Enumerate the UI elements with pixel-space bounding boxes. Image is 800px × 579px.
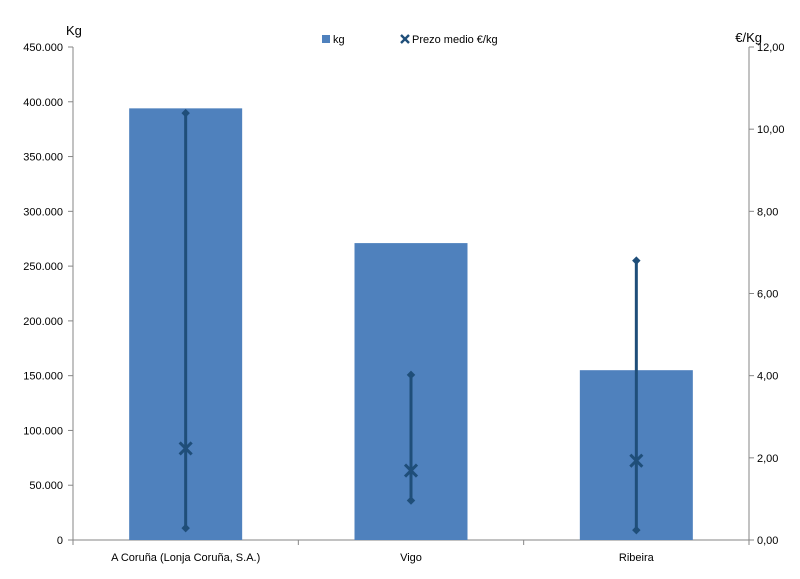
price-avg-marker	[178, 441, 193, 456]
price-max-marker	[181, 108, 190, 118]
price-min-marker	[406, 496, 416, 505]
x-tick-label: Ribeira	[619, 552, 655, 564]
y-left-tick-label: 450.000	[23, 42, 63, 54]
legend-kg-label: kg	[333, 34, 345, 46]
price-max-marker	[406, 370, 416, 380]
price-series	[178, 108, 644, 535]
y-left-tick-label: 200.000	[23, 316, 63, 328]
y-left-tick-label: 300.000	[23, 206, 63, 218]
y-left-tick-label: 150.000	[23, 371, 63, 383]
x-tick-label: A Coruña (Lonja Coruña, S.A.)	[111, 552, 260, 564]
price-max-marker	[632, 256, 641, 265]
y-right-tick-label: 0,00	[757, 535, 778, 547]
price-avg-marker	[403, 463, 419, 478]
price-avg-marker	[629, 453, 644, 468]
y-right-unit-label: €/Kg	[735, 30, 762, 45]
x-tick-label: Vigo	[400, 552, 422, 564]
y-left-unit-label: Kg	[66, 23, 82, 38]
legend-kg-swatch	[322, 35, 330, 43]
y-right-tick-label: 10,00	[757, 124, 785, 136]
y-left-tick-label: 0	[57, 535, 63, 547]
axes: 0 50.000 100.000 150.000 200.000 250.000 300.0…	[23, 42, 784, 564]
y-right-tick-label: 4,00	[757, 371, 778, 383]
y-left-tick-label: 250.000	[23, 261, 63, 273]
legend-price-label: Prezo medio €/kg	[412, 34, 498, 46]
legend-price-marker	[400, 34, 410, 44]
y-right-tick-label: 12,00	[757, 42, 785, 54]
y-left-tick-label: 100.000	[23, 425, 63, 437]
price-min-marker	[632, 525, 641, 535]
y-left-tick-label: 400.000	[23, 97, 63, 109]
y-right-tick-label: 6,00	[757, 289, 778, 301]
y-left-tick-label: 350.000	[23, 152, 63, 164]
y-right-tick-label: 2,00	[757, 453, 778, 465]
legend: kg Prezo medio €/kg	[322, 34, 498, 46]
y-right-tick-label: 8,00	[757, 206, 778, 218]
y-left-tick-label: 50.000	[29, 480, 63, 492]
